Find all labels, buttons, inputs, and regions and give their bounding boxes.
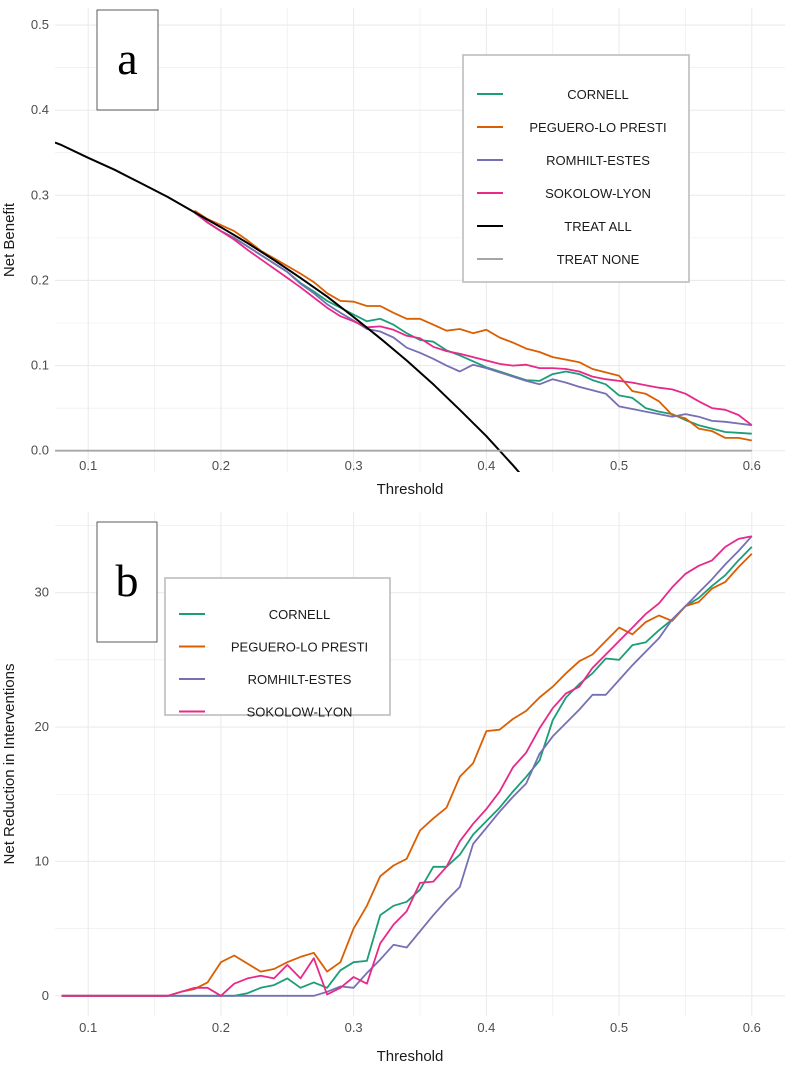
romhilt-estes-line	[193, 211, 752, 427]
peguero-lo-presti-line	[193, 209, 752, 442]
legend-label: TREAT NONE	[557, 252, 640, 267]
y-tick-label: 0.1	[31, 358, 49, 373]
series-lines	[61, 535, 753, 997]
x-tick-label: 0.6	[743, 458, 761, 473]
y-tick-label: 0.3	[31, 187, 49, 202]
y-tick-label: 0.5	[31, 17, 49, 32]
y-axis-label: Net Reduction in Interventions	[1, 664, 18, 865]
x-tick-label: 0.1	[79, 1020, 97, 1035]
x-tick-label: 0.6	[743, 1020, 761, 1035]
legend-label: CORNELL	[567, 87, 628, 102]
legend-box	[462, 54, 690, 283]
x-tick-label: 0.5	[610, 1020, 628, 1035]
legend-item: TREAT ALL	[477, 219, 632, 234]
sokolow-lyon-line	[61, 535, 752, 997]
y-tick-label: 20	[35, 719, 49, 734]
legend-label: TREAT ALL	[564, 219, 631, 234]
series-lines	[55, 141, 753, 472]
legend-label: PEGUERO-LO PRESTI	[231, 640, 368, 655]
legend-label: SOKOLOW-LYON	[545, 186, 651, 201]
panel-a-net-benefit-chart: 0.1 0.2 0.3 0.4 0.5 0.6 0.0 0.1 0.2 0.3 0.4 0.5 Thre…	[1, 8, 785, 498]
panel-label-box	[96, 521, 158, 643]
panel-label: b	[116, 555, 139, 606]
legend-label: ROMHILT-ESTES	[546, 153, 650, 168]
y-tick-label: 0.0	[31, 443, 49, 458]
legend-label: SOKOLOW-LYON	[247, 705, 353, 720]
x-tick-label: 0.3	[345, 458, 363, 473]
y-tick-label: 0.2	[31, 272, 49, 287]
x-tick-label: 0.4	[477, 1020, 495, 1035]
legend-item: SOKOLOW-LYON	[477, 186, 651, 201]
legend-item: PEGUERO-LO PRESTI	[477, 120, 667, 135]
legend-label: PEGUERO-LO PRESTI	[529, 120, 666, 135]
legend: CORNELL PEGUERO-LO PRESTI ROMHILT-ESTES SOK…	[462, 54, 690, 283]
legend-label: CORNELL	[269, 607, 330, 622]
legend-item: ROMHILT-ESTES	[477, 153, 650, 168]
panel-b-net-reduction-chart: 0.1 0.2 0.3 0.4 0.5 0.6 0 10 20 30 Threshold Net Re…	[1, 512, 785, 1065]
x-tick-label: 0.3	[345, 1020, 363, 1035]
legend-item: ROMHILT-ESTES	[179, 672, 352, 687]
sokolow-lyon-line	[193, 211, 753, 426]
legend-item: SOKOLOW-LYON	[179, 705, 352, 720]
romhilt-estes-line	[61, 535, 753, 997]
legend-item: CORNELL	[477, 87, 629, 102]
legend-label: ROMHILT-ESTES	[248, 672, 352, 687]
y-axis-label: Net Benefit	[1, 202, 18, 277]
y-tick-label: 30	[35, 585, 49, 600]
panel-label: a	[117, 33, 137, 84]
x-tick-label: 0.4	[477, 458, 495, 473]
x-tick-label: 0.2	[212, 458, 230, 473]
legend-item: TREAT NONE	[477, 252, 640, 267]
x-axis-label: Threshold	[377, 481, 444, 498]
y-tick-label: 10	[35, 853, 49, 868]
y-tick-label: 0	[42, 988, 49, 1003]
legend-item: PEGUERO-LO PRESTI	[179, 640, 368, 655]
x-tick-label: 0.2	[212, 1020, 230, 1035]
legend: CORNELL PEGUERO-LO PRESTI ROMHILT-ESTES SOK…	[164, 577, 391, 720]
panel-label-box	[96, 9, 159, 111]
legend-item: CORNELL	[179, 607, 330, 622]
x-tick-label: 0.1	[79, 458, 97, 473]
x-tick-label: 0.5	[610, 458, 628, 473]
y-tick-label: 0.4	[31, 102, 49, 117]
treat-all-line	[55, 141, 521, 472]
x-axis-label: Threshold	[377, 1048, 444, 1065]
